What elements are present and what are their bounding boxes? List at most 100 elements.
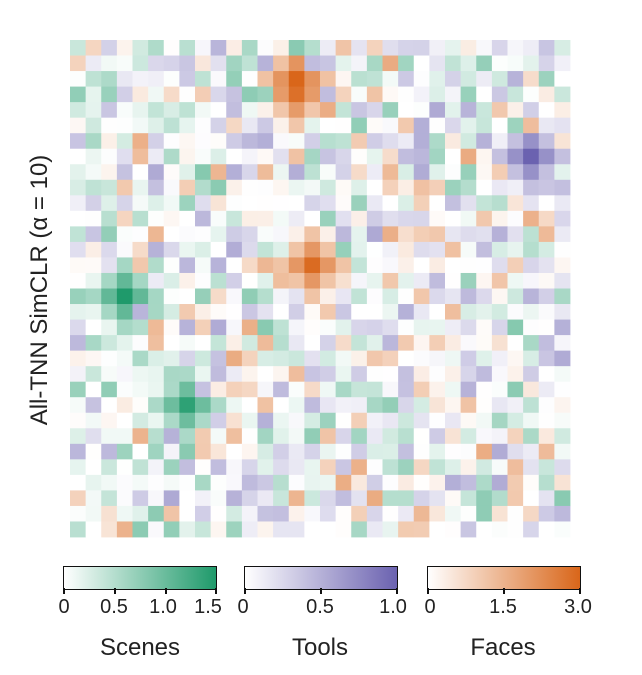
heatmap-cell xyxy=(491,117,508,134)
heatmap-cell xyxy=(241,288,258,305)
heatmap-cell xyxy=(257,86,274,103)
heatmap-cell xyxy=(195,148,212,165)
heatmap-cell xyxy=(163,86,180,103)
heatmap-cell xyxy=(241,133,258,150)
heatmap-cell xyxy=(273,241,290,258)
heatmap-cell xyxy=(163,443,180,460)
heatmap-cell xyxy=(101,397,118,414)
heatmap-cell xyxy=(366,164,383,181)
heatmap-cell xyxy=(288,335,305,352)
heatmap-cell xyxy=(85,428,102,445)
heatmap-cell xyxy=(491,304,508,320)
heatmap-cell xyxy=(70,304,87,320)
heatmap-cell xyxy=(413,505,430,522)
heatmap-cell xyxy=(288,459,305,476)
heatmap-cell xyxy=(163,319,180,336)
heatmap-cell xyxy=(70,86,87,103)
heatmap-cell xyxy=(163,133,180,150)
heatmap-cell xyxy=(413,257,430,274)
heatmap-cell xyxy=(351,397,368,414)
heatmap-cell xyxy=(210,226,227,243)
heatmap-cell xyxy=(210,102,227,119)
heatmap-cell xyxy=(241,257,258,274)
heatmap-cell xyxy=(163,179,180,196)
heatmap-cell xyxy=(335,381,352,398)
heatmap-cell xyxy=(335,319,352,336)
heatmap-cell xyxy=(429,148,446,165)
heatmap-cell xyxy=(226,257,243,274)
heatmap-cell xyxy=(523,179,540,196)
scenes-tick-label: 1.5 xyxy=(194,596,222,618)
heatmap-cell xyxy=(320,179,337,196)
heatmap-cell xyxy=(460,241,477,258)
heatmap-cell xyxy=(413,179,430,196)
heatmap-cell xyxy=(210,505,227,522)
heatmap-cell xyxy=(101,521,118,538)
heatmap-cell xyxy=(507,335,524,352)
heatmap-cell xyxy=(163,195,180,212)
heatmap-cell xyxy=(101,133,118,150)
heatmap-cell xyxy=(288,428,305,445)
heatmap-cell xyxy=(320,505,337,522)
heatmap-cell xyxy=(241,505,258,522)
heatmap-cell xyxy=(366,319,383,336)
heatmap-cell xyxy=(538,490,555,507)
heatmap-cell xyxy=(148,474,165,491)
scenes-colorbar xyxy=(63,566,217,590)
heatmap-cell xyxy=(85,257,102,274)
heatmap-cell xyxy=(70,210,87,227)
heatmap-cell xyxy=(366,195,383,212)
heatmap-cell xyxy=(241,40,258,56)
heatmap-cell xyxy=(413,412,430,429)
heatmap-cell xyxy=(507,272,524,289)
heatmap-cell xyxy=(101,117,118,134)
heatmap-cell xyxy=(413,319,430,336)
heatmap-cell xyxy=(210,195,227,212)
heatmap-cell xyxy=(257,397,274,414)
heatmap-cell xyxy=(491,397,508,414)
heatmap-cell xyxy=(538,210,555,227)
heatmap-cell xyxy=(195,102,212,119)
heatmap-cell xyxy=(507,443,524,460)
heatmap-cell xyxy=(382,71,399,87)
heatmap-cell xyxy=(335,55,352,72)
heatmap-cell xyxy=(429,505,446,522)
heatmap-cell xyxy=(366,179,383,196)
heatmap-cell xyxy=(460,366,477,383)
heatmap-cell xyxy=(460,210,477,227)
heatmap-cell xyxy=(116,288,133,305)
heatmap-cell xyxy=(320,226,337,243)
heatmap-cell xyxy=(163,350,180,367)
heatmap-cell xyxy=(507,102,524,119)
heatmap-cell xyxy=(132,288,149,305)
heatmap-cell xyxy=(523,148,540,165)
heatmap-cell xyxy=(507,490,524,507)
heatmap-cell xyxy=(273,490,290,507)
heatmap-cell xyxy=(523,257,540,274)
heatmap-cell xyxy=(148,319,165,336)
heatmap-cell xyxy=(460,117,477,134)
heatmap-cell xyxy=(445,148,462,165)
tools-tickmark xyxy=(396,588,398,594)
heatmap-cell xyxy=(85,490,102,507)
heatmap-cell xyxy=(398,350,415,367)
heatmap-cell xyxy=(148,226,165,243)
heatmap-cell xyxy=(273,226,290,243)
heatmap-cell xyxy=(351,40,368,56)
heatmap-cell xyxy=(491,195,508,212)
heatmap-cell xyxy=(241,350,258,367)
heatmap-cell xyxy=(554,241,571,258)
heatmap-cell xyxy=(491,210,508,227)
heatmap-cell xyxy=(116,350,133,367)
heatmap-cell xyxy=(195,71,212,87)
scenes-tickmark xyxy=(165,588,167,594)
heatmap-cell xyxy=(460,304,477,320)
heatmap-cell xyxy=(226,459,243,476)
heatmap-cell xyxy=(70,71,87,87)
heatmap-cell xyxy=(523,490,540,507)
heatmap-cell xyxy=(398,505,415,522)
heatmap-cell xyxy=(148,195,165,212)
heatmap-cell xyxy=(366,428,383,445)
heatmap-cell xyxy=(460,272,477,289)
scenes-tick-label: 1.0 xyxy=(149,596,177,618)
